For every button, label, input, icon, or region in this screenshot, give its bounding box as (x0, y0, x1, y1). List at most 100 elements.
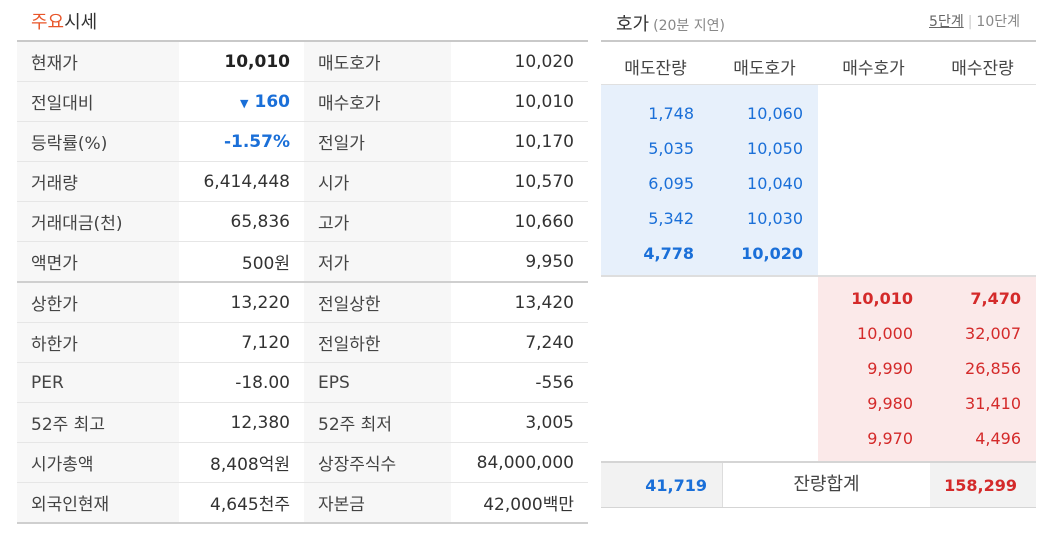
value-capital: 42,000백만 (451, 482, 588, 524)
value-par-value: 500원 (179, 241, 304, 283)
orderbook-title-text: 호가 (616, 14, 650, 35)
label-lower-limit: 하한가 (17, 322, 179, 363)
bid-qty: 7,470 (970, 289, 1021, 308)
table-row: 상한가 13,220 전일상한 13,420 (17, 282, 588, 323)
label-prev-close: 전일가 (304, 121, 451, 162)
ask-price[interactable]: 10,060 (747, 104, 803, 123)
table-row: PER -18.00 EPS -556 (17, 362, 588, 403)
orderbook-title: 호가 (20분 지연) (616, 10, 725, 36)
label-open: 시가 (304, 161, 451, 202)
label-52w-low: 52주 최저 (304, 402, 451, 443)
bid-price[interactable]: 9,990 (867, 359, 913, 378)
ask-qty: 5,035 (648, 139, 694, 158)
label-foreign-holding: 외국인현재 (17, 482, 179, 524)
section-title-highlight: 주요 (31, 12, 65, 33)
orderbook: 매도잔량 매도호가 매수호가 매수잔량 1,748 10,060 5,035 1… (601, 40, 1036, 508)
label-listed-shares: 상장주식수 (304, 442, 451, 483)
table-row: 전일대비 ▼ 160 매수호가 10,010 (17, 81, 588, 122)
step10-link[interactable]: 10단계 (976, 14, 1020, 30)
header-bid-price: 매수호가 (842, 59, 905, 79)
label-ask-price: 매도호가 (304, 41, 451, 82)
ask-price[interactable]: 10,020 (741, 244, 803, 263)
table-row: 현재가 10,010 매도호가 10,020 (17, 41, 588, 82)
value-low: 9,950 (451, 241, 588, 283)
table-row: 시가총액 8,408억원 상장주식수 84,000,000 (17, 442, 588, 483)
value-upper-limit: 13,220 (179, 282, 304, 323)
orderbook-header: 매도잔량 매도호가 매수호가 매수잔량 (601, 42, 1036, 85)
total-bid-cell (930, 463, 1036, 507)
value-52w-low: 3,005 (451, 402, 588, 443)
value-lower-limit: 7,120 (179, 322, 304, 363)
label-par-value: 액면가 (17, 241, 179, 283)
value-change-rate: -1.57% (179, 121, 304, 162)
value-per: -18.00 (179, 362, 304, 403)
label-high: 고가 (304, 201, 451, 242)
bid-qty: 4,496 (975, 429, 1021, 448)
header-bid-qty: 매수잔량 (951, 59, 1014, 79)
ask-price[interactable]: 10,030 (747, 209, 803, 228)
value-52w-high: 12,380 (179, 402, 304, 443)
bid-qty: 32,007 (965, 324, 1021, 343)
label-change-rate: 등락률(%) (17, 121, 179, 162)
value-prev-lower-limit: 7,240 (451, 322, 588, 363)
value-listed-shares: 84,000,000 (451, 442, 588, 483)
bid-price[interactable]: 9,970 (867, 429, 913, 448)
label-bid-price: 매수호가 (304, 81, 451, 122)
step5-link[interactable]: 5단계 (929, 14, 964, 30)
total-label: 잔량합계 (722, 463, 931, 507)
label-52w-high: 52주 최고 (17, 402, 179, 443)
ask-price[interactable]: 10,050 (747, 139, 803, 158)
label-eps: EPS (304, 362, 451, 403)
value-change: ▼ 160 (179, 81, 304, 122)
value-eps: -556 (451, 362, 588, 403)
ask-area (601, 85, 818, 275)
table-row: 거래량 6,414,448 시가 10,570 (17, 161, 588, 202)
header-ask-price: 매도호가 (733, 59, 796, 79)
value-trade-value: 65,836 (179, 201, 304, 242)
change-amount: 160 (254, 91, 291, 112)
label-market-cap: 시가총액 (17, 442, 179, 483)
value-volume: 6,414,448 (179, 161, 304, 202)
table-row: 외국인현재 4,645천주 자본금 42,000백만 (17, 482, 588, 524)
bid-area (818, 277, 1036, 461)
label-trade-value: 거래대금(천) (17, 201, 179, 242)
table-row: 액면가 500원 저가 9,950 (17, 241, 588, 283)
delay-note: (20분 지연) (653, 18, 725, 34)
ask-qty: 5,342 (648, 209, 694, 228)
orderbook-footer: 잔량합계 41,719 158,299 (601, 461, 1036, 508)
value-bid-price: 10,010 (451, 81, 588, 122)
value-prev-upper-limit: 13,420 (451, 282, 588, 323)
total-bid-qty: 158,299 (944, 476, 1017, 495)
bid-qty: 26,856 (965, 359, 1021, 378)
step-selector: 5단계 | 10단계 (929, 11, 1020, 31)
ask-qty: 4,778 (643, 244, 694, 263)
value-market-cap: 8,408억원 (179, 442, 304, 483)
label-change: 전일대비 (17, 81, 179, 122)
ask-qty: 6,095 (648, 174, 694, 193)
bid-price[interactable]: 9,980 (867, 394, 913, 413)
table-row: 52주 최고 12,380 52주 최저 3,005 (17, 402, 588, 443)
total-ask-qty: 41,719 (645, 476, 707, 495)
value-open: 10,570 (451, 161, 588, 202)
value-current-price: 10,010 (179, 41, 304, 82)
label-prev-lower-limit: 전일하한 (304, 322, 451, 363)
value-high: 10,660 (451, 201, 588, 242)
table-row: 하한가 7,120 전일하한 7,240 (17, 322, 588, 363)
section-title-rest: 시세 (64, 12, 98, 33)
market-info-table: 현재가 10,010 매도호가 10,020 전일대비 ▼ 160 매수호가 10… (17, 40, 588, 524)
value-ask-price: 10,020 (451, 41, 588, 82)
label-current-price: 현재가 (17, 41, 179, 82)
label-prev-upper-limit: 전일상한 (304, 282, 451, 323)
ask-price[interactable]: 10,040 (747, 174, 803, 193)
total-ask-cell (601, 463, 722, 507)
bid-price[interactable]: 10,000 (857, 324, 913, 343)
table-row: 거래대금(천) 65,836 고가 10,660 (17, 201, 588, 242)
value-foreign-holding: 4,645천주 (179, 482, 304, 524)
step-separator: | (967, 14, 973, 30)
label-upper-limit: 상한가 (17, 282, 179, 323)
table-row: 등락률(%) -1.57% 전일가 10,170 (17, 121, 588, 162)
divider (601, 275, 1036, 277)
value-prev-close: 10,170 (451, 121, 588, 162)
header-ask-qty: 매도잔량 (624, 59, 687, 79)
bid-price[interactable]: 10,010 (851, 289, 913, 308)
